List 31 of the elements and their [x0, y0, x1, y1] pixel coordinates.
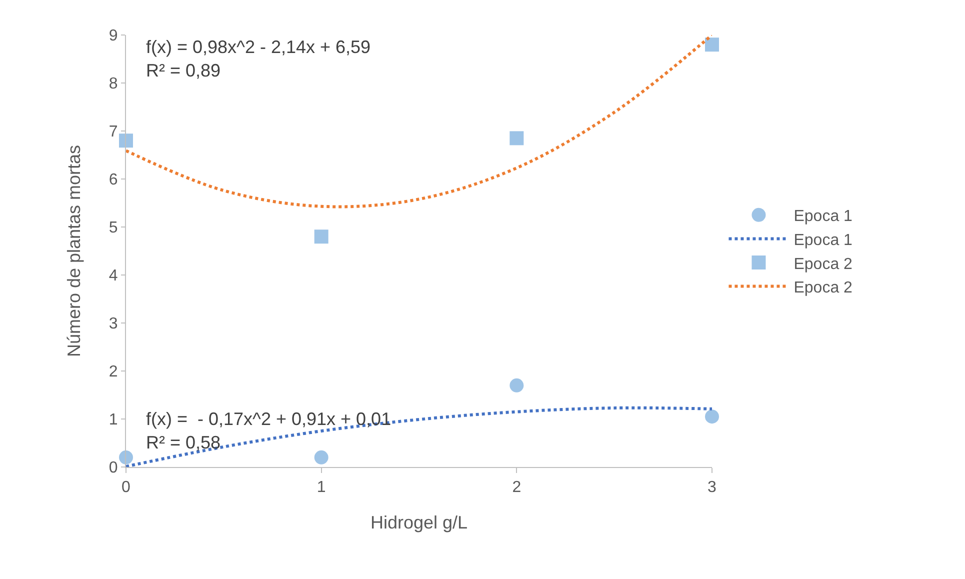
x-tick-label: 2	[512, 479, 522, 496]
y-tick-label: 0	[108, 460, 118, 477]
point	[119, 134, 133, 148]
line-series	[126, 35, 712, 208]
point	[705, 410, 719, 424]
point	[705, 38, 719, 52]
y-tick-label: 4	[108, 268, 118, 285]
x-tick-label: 3	[708, 479, 717, 496]
point	[314, 450, 328, 464]
x-axis-title: Hidrogel g/L	[370, 512, 468, 532]
y-tick-label: 1	[108, 412, 118, 429]
y-tick-label: 6	[108, 172, 118, 189]
y-tick-label: 9	[108, 28, 118, 45]
point	[510, 131, 524, 146]
y-tick-label: 2	[108, 364, 118, 381]
legend-label: Epoca 1	[794, 208, 853, 226]
annotation: f(x) = - 0,17x^2 + 0,91x + 0,01 R² = 0,58	[146, 409, 392, 452]
point	[314, 230, 328, 244]
x-tick-label: 0	[122, 479, 131, 496]
y-tick-label: 7	[108, 124, 118, 141]
legend-label: Epoca 2	[794, 256, 853, 273]
point	[119, 450, 133, 464]
y-axis-title: Número de plantas mortas	[64, 144, 84, 358]
legend-label: Epoca 1	[794, 232, 853, 249]
y-tick-label: 3	[108, 316, 118, 333]
point	[510, 378, 524, 392]
x-tick-label: 1	[316, 479, 326, 496]
legend-label: Epoca 2	[794, 280, 853, 297]
annotation: f(x) = 0,98x^2 - 2,14x + 6,59 R² = 0,89	[146, 37, 371, 80]
y-tick-label: 5	[108, 220, 118, 237]
y-tick-label: 8	[108, 76, 118, 93]
